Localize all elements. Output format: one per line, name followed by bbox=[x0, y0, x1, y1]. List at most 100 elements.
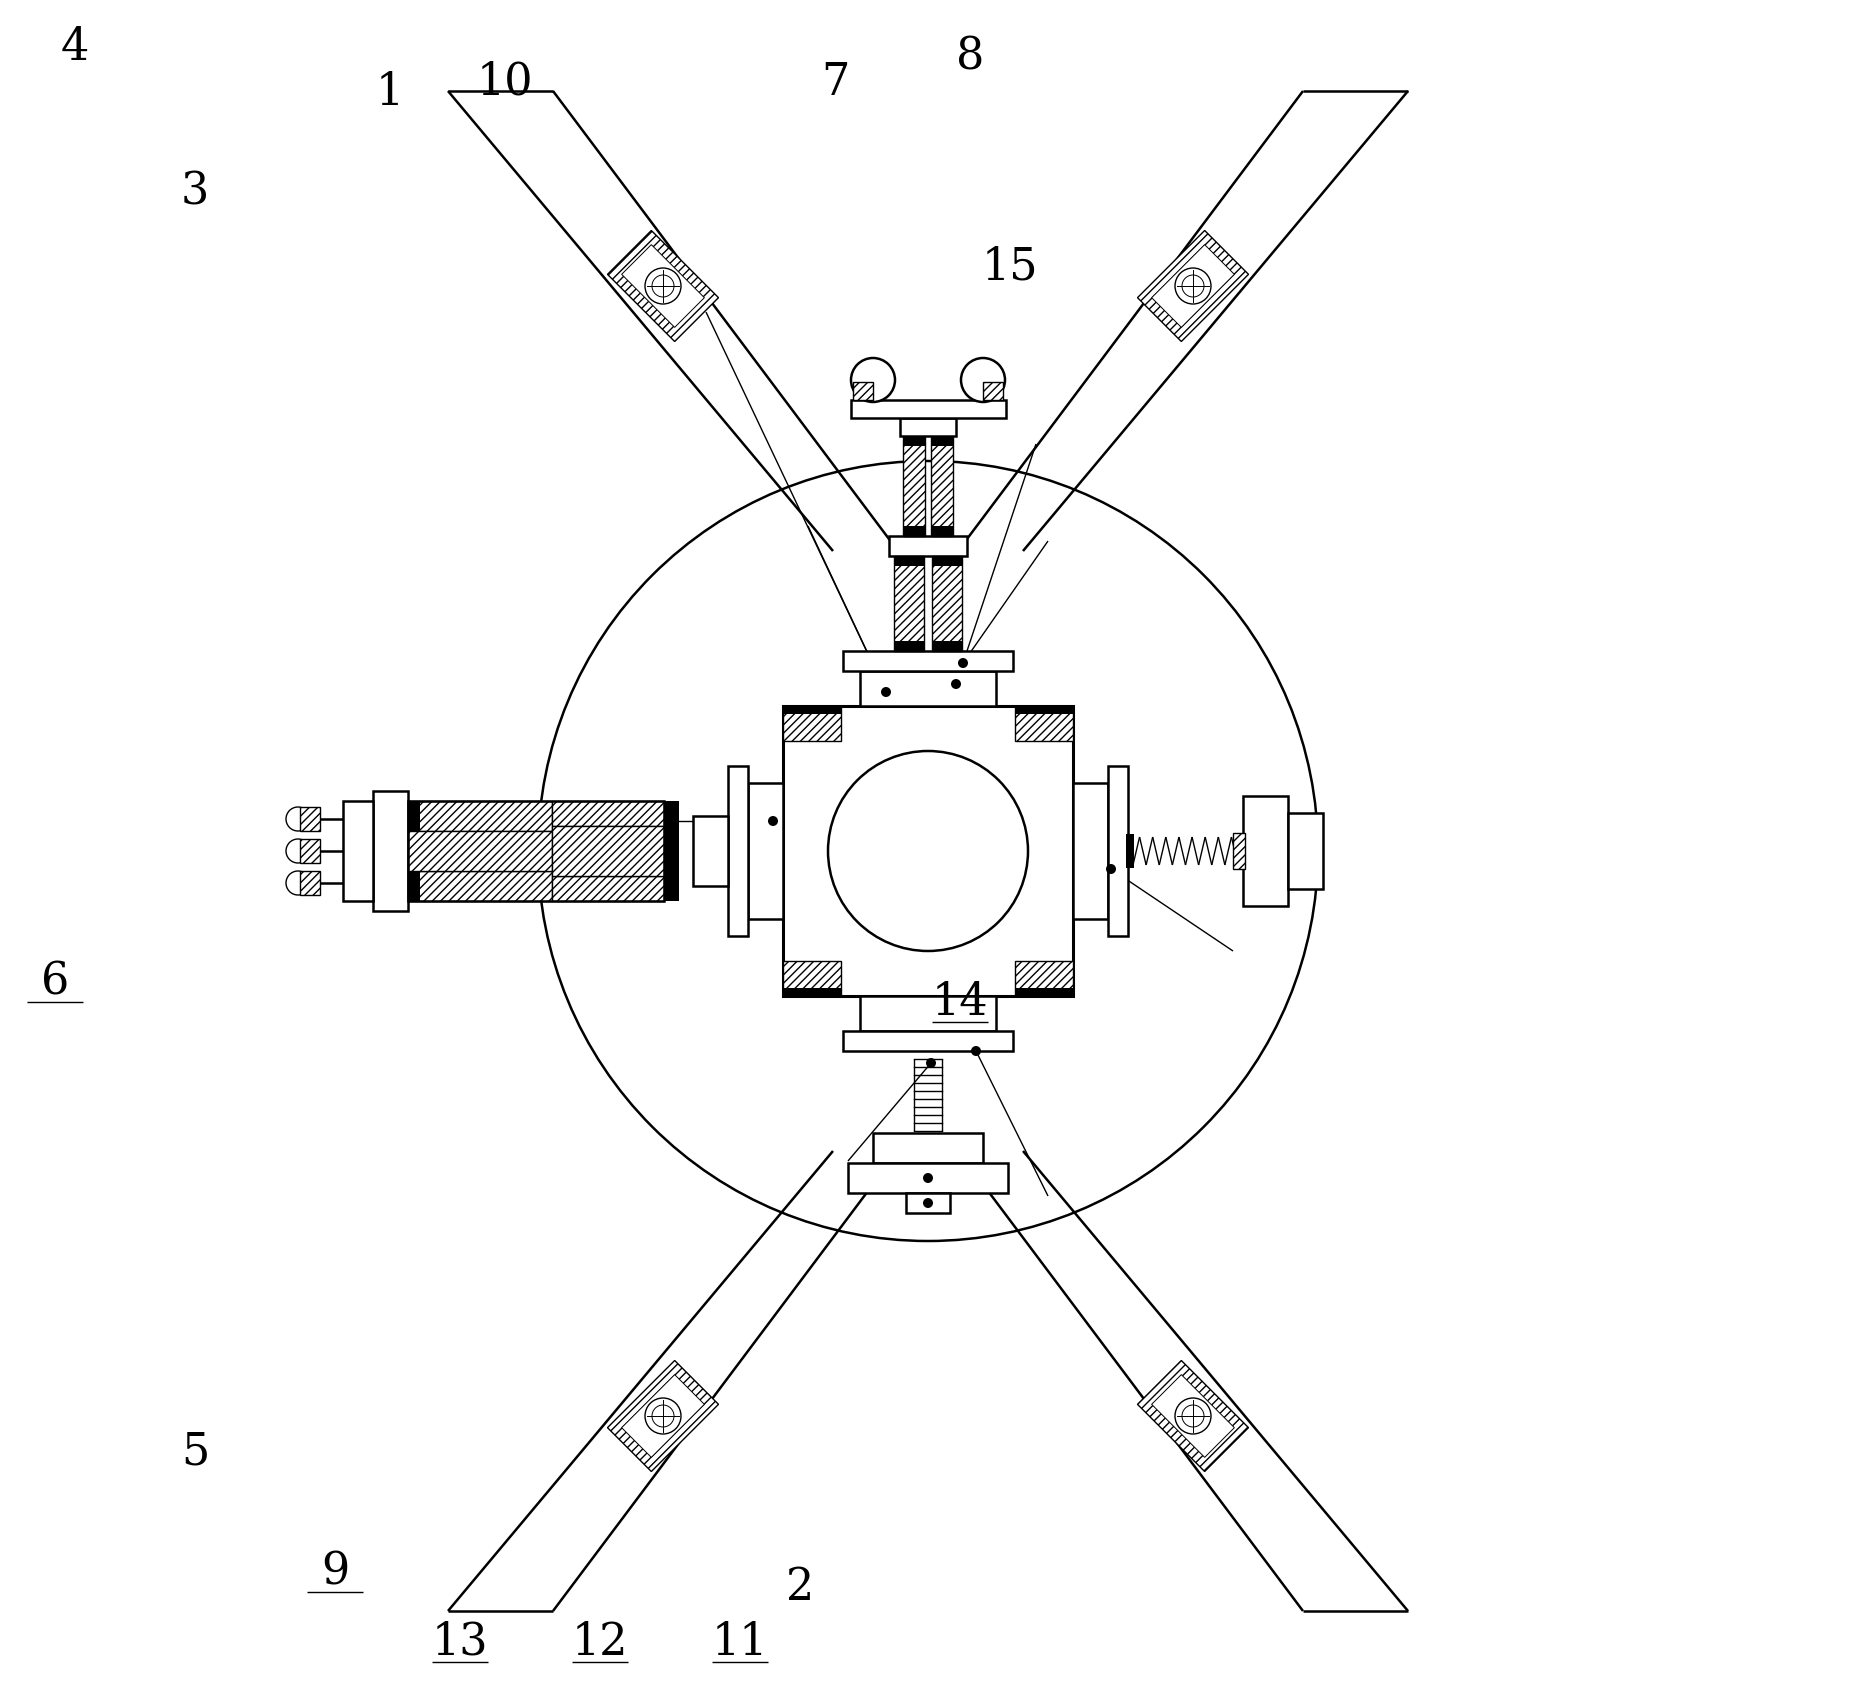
Bar bbox=[932, 557, 962, 650]
Bar bbox=[903, 436, 925, 536]
Circle shape bbox=[644, 267, 682, 305]
Text: 4: 4 bbox=[61, 26, 89, 68]
Bar bbox=[930, 436, 953, 536]
Bar bbox=[409, 871, 420, 900]
Bar bbox=[1016, 706, 1073, 715]
Circle shape bbox=[828, 751, 1029, 951]
Bar bbox=[930, 436, 953, 446]
Bar bbox=[851, 400, 1006, 419]
Circle shape bbox=[880, 688, 891, 698]
Bar bbox=[1138, 1360, 1248, 1472]
Bar bbox=[607, 1360, 719, 1472]
Circle shape bbox=[927, 1059, 936, 1067]
Circle shape bbox=[923, 1198, 932, 1208]
Bar bbox=[860, 996, 995, 1031]
Circle shape bbox=[962, 357, 1005, 402]
Text: 9: 9 bbox=[321, 1551, 349, 1593]
Text: 7: 7 bbox=[821, 60, 849, 104]
Bar bbox=[1138, 230, 1248, 342]
Bar bbox=[693, 815, 728, 887]
Bar bbox=[843, 1031, 1014, 1052]
Bar bbox=[893, 642, 925, 650]
Bar bbox=[784, 962, 841, 996]
Bar bbox=[1151, 1375, 1235, 1457]
Bar bbox=[843, 650, 1014, 671]
Bar bbox=[903, 526, 925, 536]
Text: 6: 6 bbox=[41, 960, 69, 1004]
Bar bbox=[903, 436, 925, 446]
Bar bbox=[409, 802, 552, 831]
Circle shape bbox=[1175, 1397, 1211, 1435]
Circle shape bbox=[958, 659, 967, 667]
Bar bbox=[893, 557, 925, 650]
Bar bbox=[784, 706, 1073, 996]
Bar bbox=[1016, 962, 1073, 996]
Bar bbox=[607, 1360, 719, 1472]
Bar bbox=[1289, 814, 1322, 888]
Circle shape bbox=[286, 807, 310, 831]
Text: 1: 1 bbox=[375, 70, 405, 114]
Bar bbox=[852, 381, 873, 400]
Bar bbox=[849, 1162, 1008, 1193]
Circle shape bbox=[286, 839, 310, 863]
Bar bbox=[901, 419, 956, 436]
Circle shape bbox=[851, 357, 895, 402]
Bar bbox=[680, 871, 728, 900]
Text: 15: 15 bbox=[982, 245, 1038, 289]
Bar bbox=[607, 230, 719, 342]
Bar bbox=[552, 802, 665, 825]
Bar bbox=[409, 831, 552, 871]
Circle shape bbox=[1107, 865, 1116, 875]
Bar bbox=[409, 802, 420, 831]
Bar bbox=[301, 807, 319, 831]
Circle shape bbox=[971, 1047, 980, 1055]
Bar bbox=[1016, 706, 1073, 740]
Bar bbox=[1242, 797, 1289, 905]
Text: 11: 11 bbox=[711, 1620, 769, 1663]
Circle shape bbox=[951, 679, 962, 689]
Bar bbox=[409, 871, 552, 900]
Circle shape bbox=[644, 1397, 682, 1435]
Bar bbox=[784, 987, 841, 996]
Bar bbox=[893, 557, 925, 567]
Bar bbox=[728, 766, 748, 936]
Bar bbox=[622, 245, 704, 327]
Bar bbox=[552, 877, 665, 900]
Circle shape bbox=[1175, 267, 1211, 305]
Bar bbox=[1151, 245, 1235, 327]
Circle shape bbox=[769, 815, 778, 825]
Bar bbox=[906, 1193, 951, 1214]
Circle shape bbox=[286, 871, 310, 895]
Bar bbox=[784, 706, 841, 715]
Bar bbox=[552, 825, 665, 877]
Text: 12: 12 bbox=[572, 1620, 628, 1663]
Bar bbox=[301, 839, 319, 863]
Bar bbox=[1125, 834, 1135, 868]
Bar bbox=[1138, 1360, 1248, 1472]
Text: 5: 5 bbox=[180, 1430, 210, 1474]
Bar bbox=[784, 706, 841, 740]
Text: 13: 13 bbox=[431, 1620, 488, 1663]
Bar bbox=[1073, 783, 1109, 919]
Bar bbox=[373, 791, 409, 911]
Bar bbox=[1016, 987, 1073, 996]
Bar bbox=[932, 642, 962, 650]
Bar bbox=[982, 381, 1003, 400]
Text: 2: 2 bbox=[786, 1566, 813, 1608]
Bar bbox=[301, 871, 319, 895]
Bar bbox=[748, 783, 784, 919]
Bar bbox=[607, 230, 719, 342]
Text: 3: 3 bbox=[180, 170, 210, 213]
Text: 14: 14 bbox=[932, 980, 988, 1023]
Bar bbox=[860, 671, 995, 706]
Bar bbox=[344, 802, 373, 900]
Text: 8: 8 bbox=[956, 36, 984, 78]
Text: 10: 10 bbox=[477, 60, 533, 104]
Bar bbox=[930, 526, 953, 536]
Bar bbox=[409, 802, 665, 900]
Bar bbox=[932, 557, 962, 567]
Bar bbox=[890, 536, 967, 557]
Circle shape bbox=[923, 1173, 932, 1183]
Bar bbox=[665, 802, 680, 900]
Bar bbox=[1109, 766, 1127, 936]
